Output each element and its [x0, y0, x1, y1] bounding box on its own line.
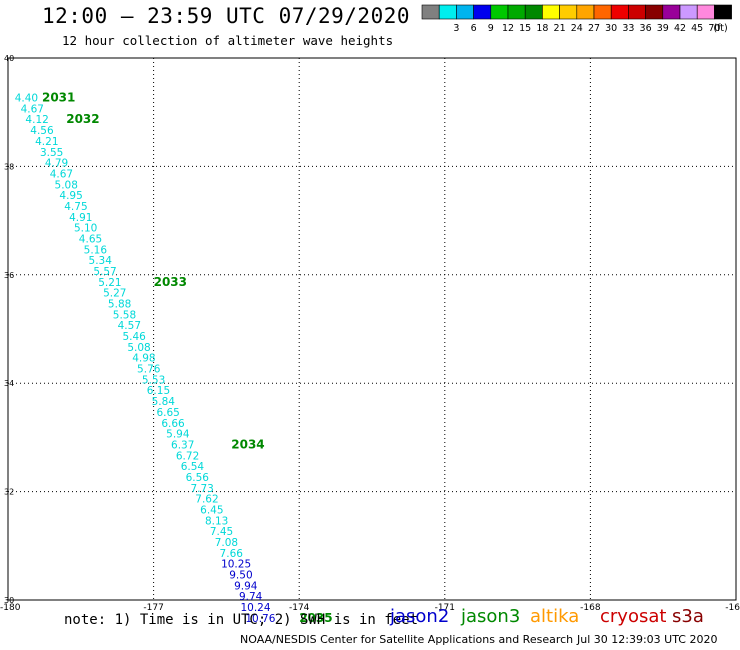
swh-data-point: 4.21 — [35, 136, 58, 148]
x-tick-label: -174 — [289, 603, 310, 613]
swh-data-point: 4.65 — [79, 233, 102, 245]
swh-data-point: 4.40 — [15, 93, 38, 105]
swh-data-point: 7.73 — [190, 483, 213, 495]
legend-tick-label: 3 — [453, 23, 459, 34]
footer-timestamp: Jul 30 12:39:03 UTC 2020 — [577, 633, 718, 646]
swh-data-point: 5.10 — [74, 223, 97, 235]
swh-data-point: 6.65 — [156, 407, 179, 419]
swh-data-point: 6.45 — [200, 504, 223, 516]
swh-data-point: 5.84 — [152, 396, 176, 408]
legend-tick-label: 70 — [708, 23, 720, 34]
footer-note: note: 1) Time is in UTC; 2) SWH is in fe… — [64, 612, 419, 628]
swh-data-point: 7.08 — [215, 537, 238, 549]
legend-unit-label: (ft) — [713, 23, 727, 34]
time-label: 2032 — [66, 112, 99, 126]
swh-data-point: 4.57 — [118, 320, 141, 332]
swh-data-point: 7.66 — [220, 548, 244, 560]
y-tick-label: 40 — [4, 54, 14, 63]
swh-data-point: 5.94 — [166, 429, 190, 441]
swh-data-point: 5.58 — [113, 309, 136, 321]
y-tick-label: 32 — [4, 488, 14, 497]
swh-data-point: 5.88 — [108, 299, 131, 311]
x-tick-label: -180 — [0, 603, 21, 613]
time-label: 2031 — [42, 91, 75, 105]
swh-data-point: 8.13 — [205, 515, 228, 527]
x-tick-label: -168 — [580, 603, 601, 613]
time-label: 2033 — [154, 275, 187, 289]
y-tick-label: 30 — [4, 596, 14, 605]
satellite-legend-jason3: jason3 — [461, 606, 521, 627]
swh-data-point: 5.53 — [142, 374, 165, 386]
footer-credit: NOAA/NESDIS Center for Satellite Applica… — [240, 633, 574, 646]
swh-data-point: 9.94 — [234, 580, 258, 592]
swh-data-point: 5.27 — [103, 288, 126, 300]
legend-tick-label: 45 — [691, 23, 703, 34]
legend-swatch — [714, 4, 732, 20]
swh-data-point: 10.24 — [240, 602, 270, 614]
swh-data-point: 6.56 — [186, 472, 210, 484]
swh-data-point: 4.12 — [25, 114, 48, 126]
page-subtitle: 12 hour collection of altimeter wave hei… — [62, 33, 394, 48]
swh-data-point: 5.57 — [93, 266, 116, 278]
swh-data-point: 4.95 — [59, 190, 82, 202]
swh-data-point: 4.67 — [21, 103, 44, 115]
swh-data-point: 9.50 — [229, 570, 252, 582]
satellite-legend-s3a: s3a — [672, 606, 704, 627]
legend-tick-label: 39 — [657, 23, 669, 34]
swh-data-point: 4.67 — [50, 168, 73, 180]
satellite-legend-altika: altika — [530, 606, 580, 627]
swh-data-point: 5.08 — [55, 179, 78, 191]
legend-tick-label: 36 — [640, 23, 652, 34]
y-tick-label: 34 — [4, 379, 14, 388]
swh-data-point: 3.55 — [40, 147, 63, 159]
legend-tick-label: 18 — [536, 23, 548, 34]
legend-tick-label: 42 — [674, 23, 686, 34]
y-tick-label: 36 — [4, 271, 14, 280]
legend-tick-label: 27 — [588, 23, 600, 34]
legend-tick-label: 6 — [471, 23, 477, 34]
swh-data-point: 5.76 — [137, 364, 161, 376]
swh-data-point: 5.21 — [98, 277, 121, 289]
time-label: 2035 — [299, 611, 332, 625]
page-title: 12:00 – 23:59 UTC 07/29/2020 — [42, 4, 411, 28]
legend-tick-label: 21 — [554, 23, 566, 34]
swh-data-point: 5.34 — [89, 255, 113, 267]
satellite-legend-cryosat: cryosat — [600, 606, 667, 627]
swh-data-point: 10.25 — [221, 559, 251, 571]
swh-data-point: 6.66 — [161, 418, 185, 430]
swh-data-point: 5.08 — [127, 342, 150, 354]
swh-data-point: 4.56 — [30, 125, 54, 137]
swh-data-point: 6.15 — [147, 385, 170, 397]
swh-data-point: 6.37 — [171, 439, 194, 451]
legend-tick-label: 9 — [488, 23, 494, 34]
legend-tick-label: 33 — [622, 23, 634, 34]
swh-data-point: 5.16 — [84, 244, 108, 256]
x-tick-label: -16 — [725, 603, 740, 613]
swh-data-point: 4.75 — [64, 201, 87, 213]
color-scale-legend: 3 6 9 12 15 18 21 24 27 30 33 36 39 42 45 70(ft) — [421, 4, 732, 34]
swh-data-point: 4.91 — [69, 212, 92, 224]
legend-tick-label: 30 — [605, 23, 617, 34]
x-tick-label: -177 — [143, 603, 163, 613]
x-tick-label: -171 — [435, 603, 455, 613]
swh-data-point: 6.54 — [181, 461, 205, 473]
plot-frame — [7, 57, 737, 601]
swh-data-point: 4.79 — [45, 158, 68, 170]
legend-tick-label: 24 — [571, 23, 583, 34]
swh-data-point: 9.74 — [239, 591, 263, 603]
swh-data-point: 5.46 — [122, 331, 146, 343]
swh-data-point: 10.76 — [245, 613, 275, 625]
swh-data-point: 7.45 — [210, 526, 233, 538]
legend-tick-label: 15 — [519, 23, 531, 34]
satellite-legend-jason2: jason2 — [390, 606, 450, 627]
legend-tick-label: 12 — [502, 23, 514, 34]
swh-data-point: 7.62 — [195, 494, 218, 506]
time-label: 2034 — [231, 437, 264, 451]
y-tick-label: 38 — [4, 162, 14, 171]
swh-data-point: 4.98 — [132, 353, 155, 365]
swh-data-point: 6.72 — [176, 450, 199, 462]
